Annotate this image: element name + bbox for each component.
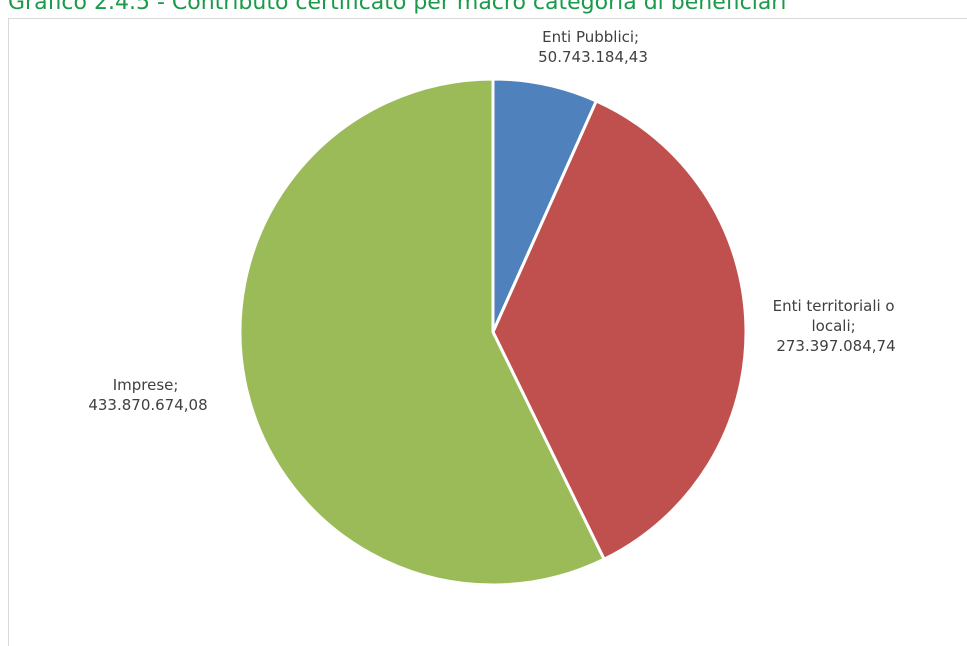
data-label-imprese: Imprese; 433.870.674,08 <box>88 376 207 414</box>
pie-data-labels: Enti Pubblici; 50.743.184,43 Enti territ… <box>88 28 900 414</box>
pie-slices <box>238 77 748 587</box>
chart-title: Grafico 2.4.5 - Contributo certificato p… <box>8 0 787 15</box>
pie-slice-enti-pubblici <box>491 77 598 334</box>
data-label-enti-pubblici: Enti Pubblici; 50.743.184,43 <box>538 28 648 66</box>
data-label-enti-territoriali-o-locali: Enti territoriali o locali; 273.397.084,… <box>773 297 900 355</box>
pie-slice-imprese <box>238 77 606 587</box>
pie-slice-enti-territoriali-o-locali <box>491 99 748 561</box>
